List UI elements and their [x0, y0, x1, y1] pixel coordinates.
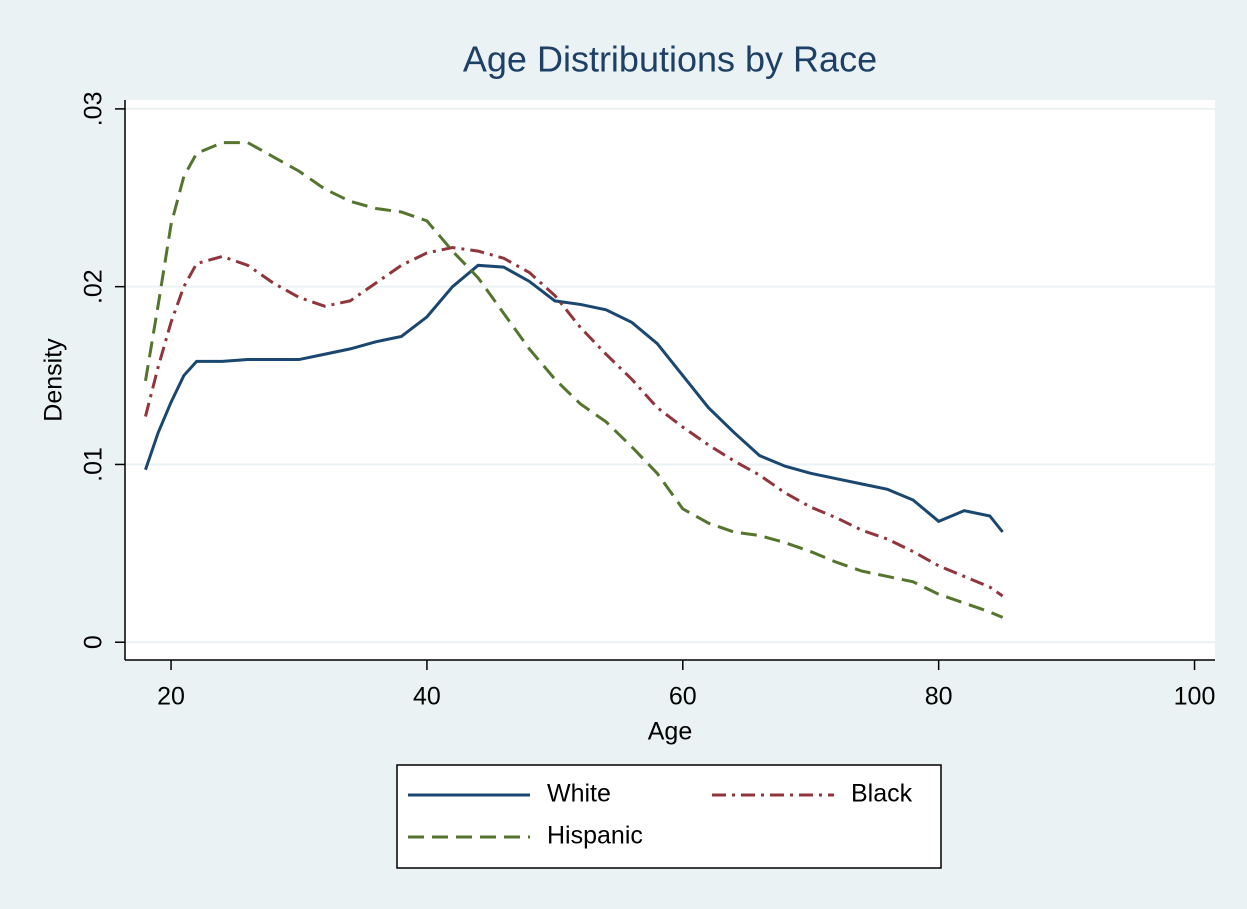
y-tick-label: .01	[80, 447, 108, 482]
x-tick-label: 40	[413, 683, 441, 711]
y-tick-label: 0	[80, 635, 108, 649]
series-line	[144, 263, 1004, 533]
legend-label: White	[547, 780, 611, 808]
plot-area	[125, 100, 1215, 660]
series-line	[144, 246, 1004, 598]
x-tick-label: 60	[669, 683, 697, 711]
y-tick-label: .02	[80, 269, 108, 304]
x-axis-label: Age	[648, 718, 692, 746]
x-tick-label: 80	[925, 683, 953, 711]
x-tick-label: 100	[1174, 683, 1216, 711]
y-tick-label: .03	[80, 92, 108, 127]
chart-title: Age Distributions by Race	[463, 39, 877, 80]
y-axis-label: Density	[40, 338, 68, 422]
series-line	[143, 141, 1004, 619]
legend-label: Hispanic	[547, 822, 643, 850]
x-tick-label: 20	[157, 683, 185, 711]
legend-box	[396, 764, 942, 869]
legend-label: Black	[851, 780, 913, 808]
